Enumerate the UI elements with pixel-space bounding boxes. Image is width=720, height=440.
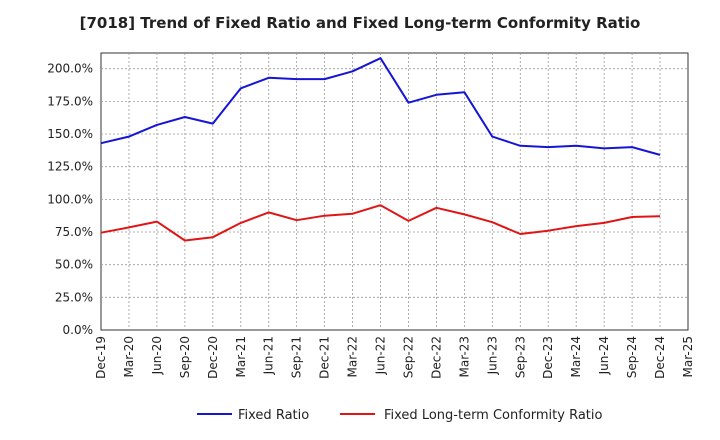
- series-line-2: [100, 204, 661, 242]
- x-tick-label: Mar-24: [569, 336, 583, 377]
- x-tick-label: Mar-20: [122, 336, 136, 377]
- x-tick-label: Jun-23: [485, 336, 499, 375]
- y-tick-label: 50.0%: [55, 258, 93, 272]
- x-tick-label: Dec-23: [541, 336, 555, 379]
- x-tick-label: Dec-22: [429, 336, 443, 379]
- y-tick-label: 0.0%: [63, 323, 94, 337]
- x-tick-label: Jun-24: [597, 336, 611, 375]
- legend-label-2: Fixed Long-term Conformity Ratio: [384, 408, 603, 423]
- x-tick-label: Sep-21: [290, 336, 304, 378]
- x-tick-label: Dec-20: [206, 336, 220, 379]
- x-tick-label: Mar-25: [681, 336, 695, 377]
- legend-label-1: Fixed Ratio: [238, 408, 309, 423]
- y-tick-label: 175.0%: [47, 94, 93, 108]
- y-tick-label: 25.0%: [55, 290, 93, 304]
- x-tick-label: Mar-21: [234, 336, 248, 377]
- x-tick-label: Mar-22: [346, 336, 360, 377]
- y-tick-label: 200.0%: [47, 62, 93, 76]
- x-tick-label: Mar-23: [457, 336, 471, 377]
- x-tick-label: Sep-22: [401, 336, 415, 378]
- y-tick-label: 100.0%: [47, 192, 93, 206]
- x-tick-label: Dec-24: [653, 336, 667, 379]
- chart-title: [7018] Trend of Fixed Ratio and Fixed Lo…: [79, 14, 641, 32]
- y-tick-label: 75.0%: [55, 225, 93, 239]
- x-tick-label: Dec-21: [318, 336, 332, 379]
- x-tick-label: Dec-19: [94, 336, 108, 379]
- x-tick-label: Sep-20: [178, 336, 192, 378]
- x-tick-label: Jun-22: [374, 336, 388, 375]
- y-tick-label: 125.0%: [47, 160, 93, 174]
- y-tick-label: 150.0%: [47, 127, 93, 141]
- x-tick-label: Sep-23: [513, 336, 527, 378]
- x-tick-label: Jun-20: [150, 336, 164, 375]
- x-tick-label: Sep-24: [625, 336, 639, 378]
- plot-frame: [100, 52, 689, 331]
- series-line-1: [100, 57, 661, 156]
- x-tick-label: Jun-21: [262, 336, 276, 375]
